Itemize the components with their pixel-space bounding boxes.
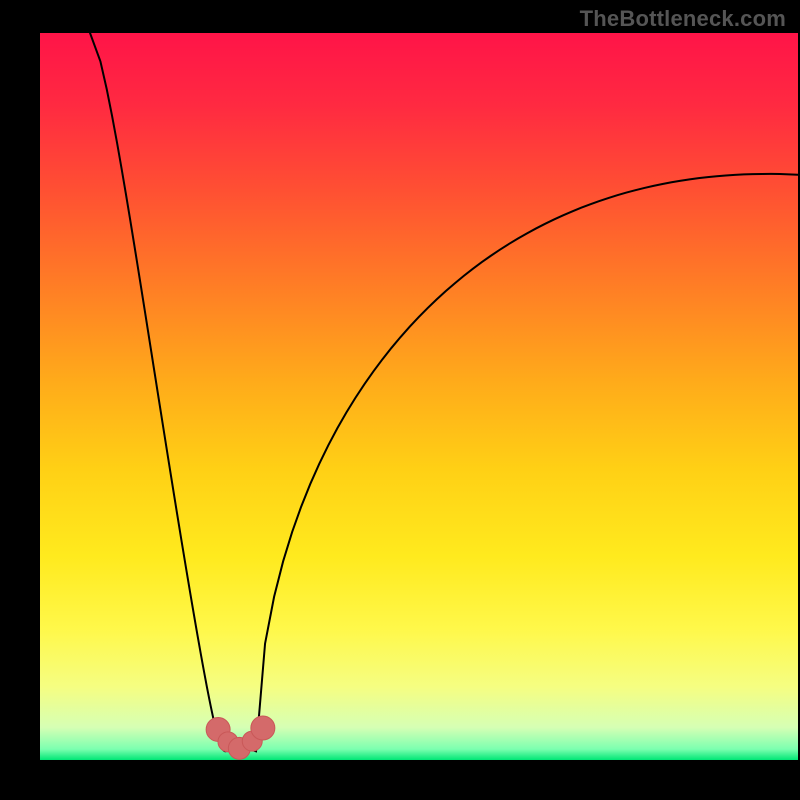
watermark-text: TheBottleneck.com: [580, 6, 786, 32]
chart-frame: TheBottleneck.com: [0, 0, 800, 800]
plot-area: [40, 33, 798, 760]
gradient-background: [40, 33, 798, 760]
valley-marker: [251, 716, 275, 740]
plot-svg: [40, 33, 798, 760]
